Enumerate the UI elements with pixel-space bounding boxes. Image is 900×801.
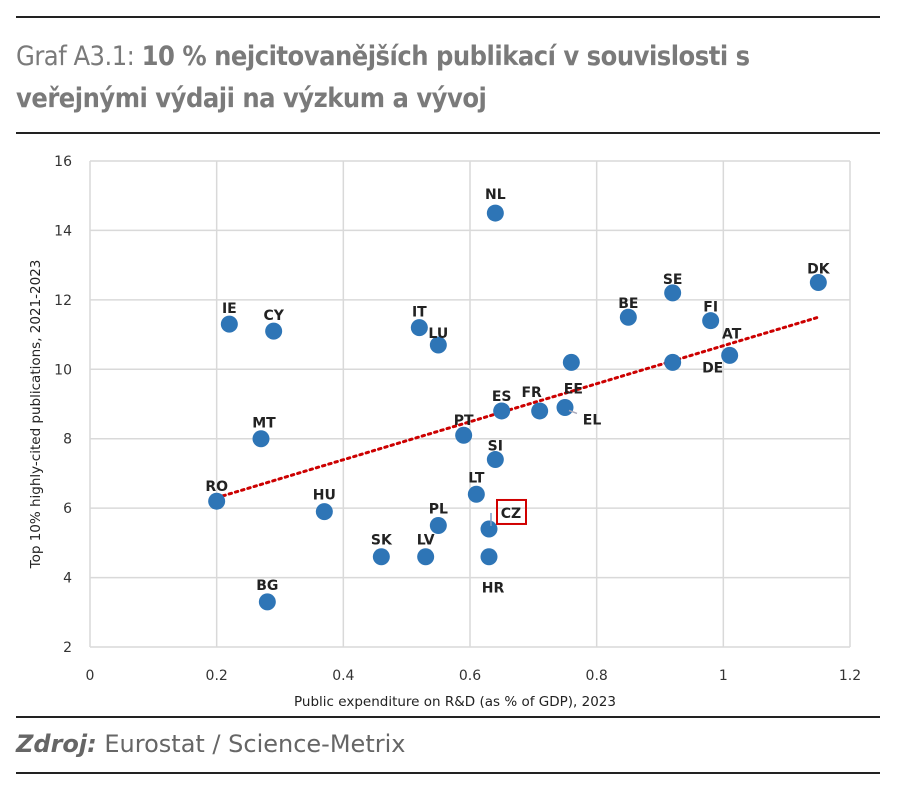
data-point-se	[664, 284, 682, 302]
point-label: HU	[313, 488, 336, 504]
point-label: SI	[488, 439, 503, 455]
leader-line	[568, 409, 578, 415]
point-label: SE	[663, 272, 683, 288]
point-label: MT	[252, 416, 276, 432]
point-label: DK	[807, 262, 831, 278]
data-point-hu	[315, 503, 333, 521]
x-axis-label: Public expenditure on R&D (as % of GDP),…	[294, 694, 616, 710]
trendline	[215, 315, 820, 500]
data-point-bg	[258, 593, 276, 611]
data-point-ro	[208, 492, 226, 510]
point-label: BG	[256, 578, 278, 594]
point-label: EL	[583, 412, 602, 428]
data-point-pl	[429, 517, 447, 534]
data-point-ee	[562, 353, 580, 371]
data-point-at	[721, 346, 739, 364]
data-point-lv	[417, 548, 435, 566]
y-tick-label: 12	[54, 293, 72, 309]
x-tick-label: 0	[86, 668, 95, 684]
point-label: NL	[485, 187, 506, 203]
data-point-ie	[220, 315, 238, 333]
point-label: HR	[482, 581, 505, 597]
source-text: Eurostat / Science-Metrix	[104, 730, 406, 758]
data-point-be	[619, 308, 637, 326]
point-label: LT	[468, 470, 485, 486]
data-point-el	[556, 398, 574, 416]
point-label: LV	[417, 533, 435, 549]
x-tick-label: 0.4	[332, 668, 354, 684]
x-tick-label: 0.6	[459, 668, 481, 684]
data-point-fr	[531, 402, 549, 420]
point-label: FR	[521, 385, 542, 401]
title-text: 10 % nejcitovanějších publikací v souvis…	[16, 41, 750, 114]
data-point-sk	[372, 548, 390, 566]
y-tick-label: 2	[63, 640, 72, 656]
point-label: RO	[205, 479, 228, 495]
data-point-it	[410, 319, 428, 337]
point-label: EE	[564, 381, 583, 397]
chart-title: Graf A3.1: 10 % nejcitovanějších publika…	[16, 36, 886, 120]
data-point-nl	[486, 204, 504, 222]
y-tick-label: 16	[54, 154, 72, 170]
data-point-lt	[467, 485, 485, 503]
point-label: BE	[618, 296, 638, 312]
title-prefix: Graf A3.1:	[16, 41, 135, 72]
y-tick-label: 6	[63, 501, 72, 517]
data-point-dk	[809, 274, 827, 291]
top-rule	[16, 16, 880, 18]
y-tick-label: 8	[63, 432, 72, 448]
source-label: Zdroj:	[16, 730, 97, 758]
data-point-pt	[455, 426, 473, 444]
point-label: AT	[722, 326, 742, 342]
data-point-si	[486, 451, 504, 469]
point-label: PL	[429, 502, 448, 518]
data-point-de	[664, 353, 682, 371]
point-label: CY	[263, 308, 284, 324]
data-point-cz	[480, 520, 498, 538]
data-point-lu	[429, 336, 447, 354]
x-tick-label: 1.2	[839, 668, 861, 684]
x-tick-label: 0.8	[586, 668, 608, 684]
point-label: FI	[703, 300, 718, 316]
data-point-cy	[265, 322, 283, 340]
source-rule	[16, 716, 880, 718]
x-tick-label: 0.2	[206, 668, 228, 684]
data-point-mt	[252, 430, 270, 448]
y-tick-label: 4	[63, 571, 72, 587]
point-label: LU	[428, 326, 448, 342]
data-point-es	[493, 402, 511, 420]
point-label: ES	[492, 389, 512, 405]
data-point-hr	[480, 548, 498, 566]
bottom-rule	[16, 772, 880, 774]
point-label: SK	[371, 533, 393, 549]
data-point-fi	[702, 312, 720, 330]
point-label: DE	[702, 360, 723, 376]
title-rule	[16, 132, 880, 134]
y-tick-label: 14	[54, 223, 72, 239]
y-axis-label: Top 10% highly-cited publications, 2021-…	[28, 260, 44, 570]
point-label: IE	[222, 301, 237, 317]
point-label: CZ	[501, 506, 521, 522]
point-label: PT	[454, 413, 474, 429]
y-tick-label: 10	[54, 362, 72, 378]
highlight-box	[496, 498, 527, 525]
point-label: IT	[412, 305, 427, 321]
source-note: Zdroj: Eurostat / Science-Metrix	[16, 730, 405, 758]
x-tick-label: 1	[719, 668, 728, 684]
